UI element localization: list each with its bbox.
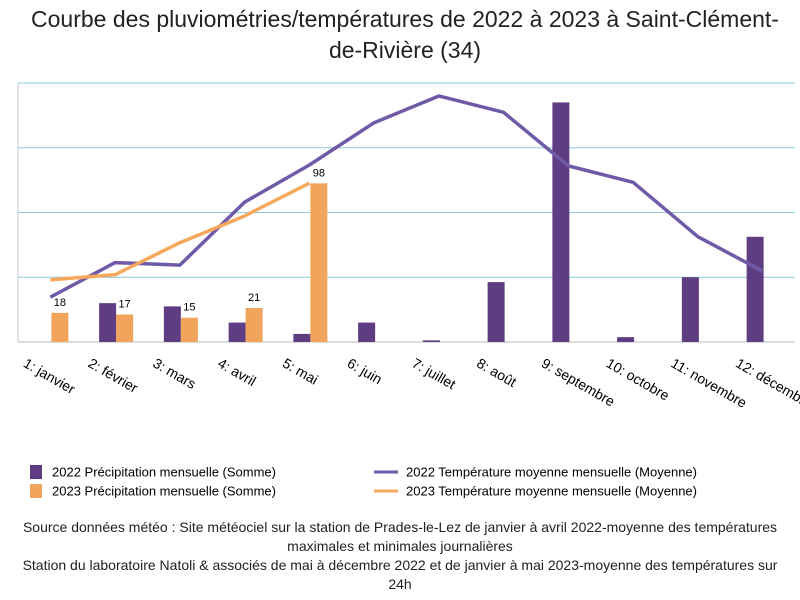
bar xyxy=(116,314,134,342)
legend-swatch xyxy=(30,465,42,479)
legend-item: 2023 Température moyenne mensuelle (Moye… xyxy=(374,484,697,499)
legend-label: 2022 Précipitation mensuelle (Somme) xyxy=(52,465,276,480)
x-tick-label: 2: février xyxy=(86,355,141,396)
bar xyxy=(310,183,328,342)
x-tick-label: 1: janvier xyxy=(21,355,78,397)
legend-label: 2023 Précipitation mensuelle (Somme) xyxy=(52,484,276,499)
bar xyxy=(487,282,505,342)
x-tick-label: 5: mai xyxy=(280,355,321,388)
bar xyxy=(617,337,635,342)
bar xyxy=(358,322,376,342)
bar xyxy=(228,322,246,342)
bar xyxy=(681,277,699,342)
line xyxy=(49,94,764,299)
source-note: Source données météo : Site météociel su… xyxy=(20,518,780,594)
source-line: Station du laboratoire Natoli & associés… xyxy=(22,557,778,592)
bar xyxy=(99,303,117,342)
x-tick-label: 3: mars xyxy=(150,355,198,392)
data-label: 17 xyxy=(119,298,131,310)
legend-item: 2023 Précipitation mensuelle (Somme) xyxy=(30,484,276,499)
data-label: 18 xyxy=(54,297,66,309)
data-label: 98 xyxy=(313,167,325,179)
bar xyxy=(746,236,764,342)
data-label: 21 xyxy=(248,292,260,304)
x-tick-label: 6: juin xyxy=(345,355,385,388)
legend-swatch xyxy=(30,484,42,498)
bar xyxy=(180,317,198,342)
bar xyxy=(245,308,263,342)
bar xyxy=(552,102,570,342)
line xyxy=(50,181,311,282)
bar xyxy=(422,340,440,342)
data-label: 15 xyxy=(183,302,195,314)
legend-item: 2022 Précipitation mensuelle (Somme) xyxy=(30,465,276,480)
chart-title: Courbe des pluviométries/températures de… xyxy=(31,6,779,63)
legend-label: 2022 Température moyenne mensuelle (Moye… xyxy=(406,465,697,480)
bar xyxy=(51,312,69,342)
x-tick-label: 4: avril xyxy=(215,355,259,389)
legend-label: 2023 Température moyenne mensuelle (Moye… xyxy=(406,484,697,499)
x-tick-label: 8: août xyxy=(474,355,519,390)
bar xyxy=(163,306,181,342)
bar xyxy=(293,333,311,342)
legend-item: 2022 Température moyenne mensuelle (Moye… xyxy=(374,465,697,480)
source-line: Source données météo : Site météociel su… xyxy=(22,519,778,554)
x-tick-label: 7: juillet xyxy=(409,355,458,393)
